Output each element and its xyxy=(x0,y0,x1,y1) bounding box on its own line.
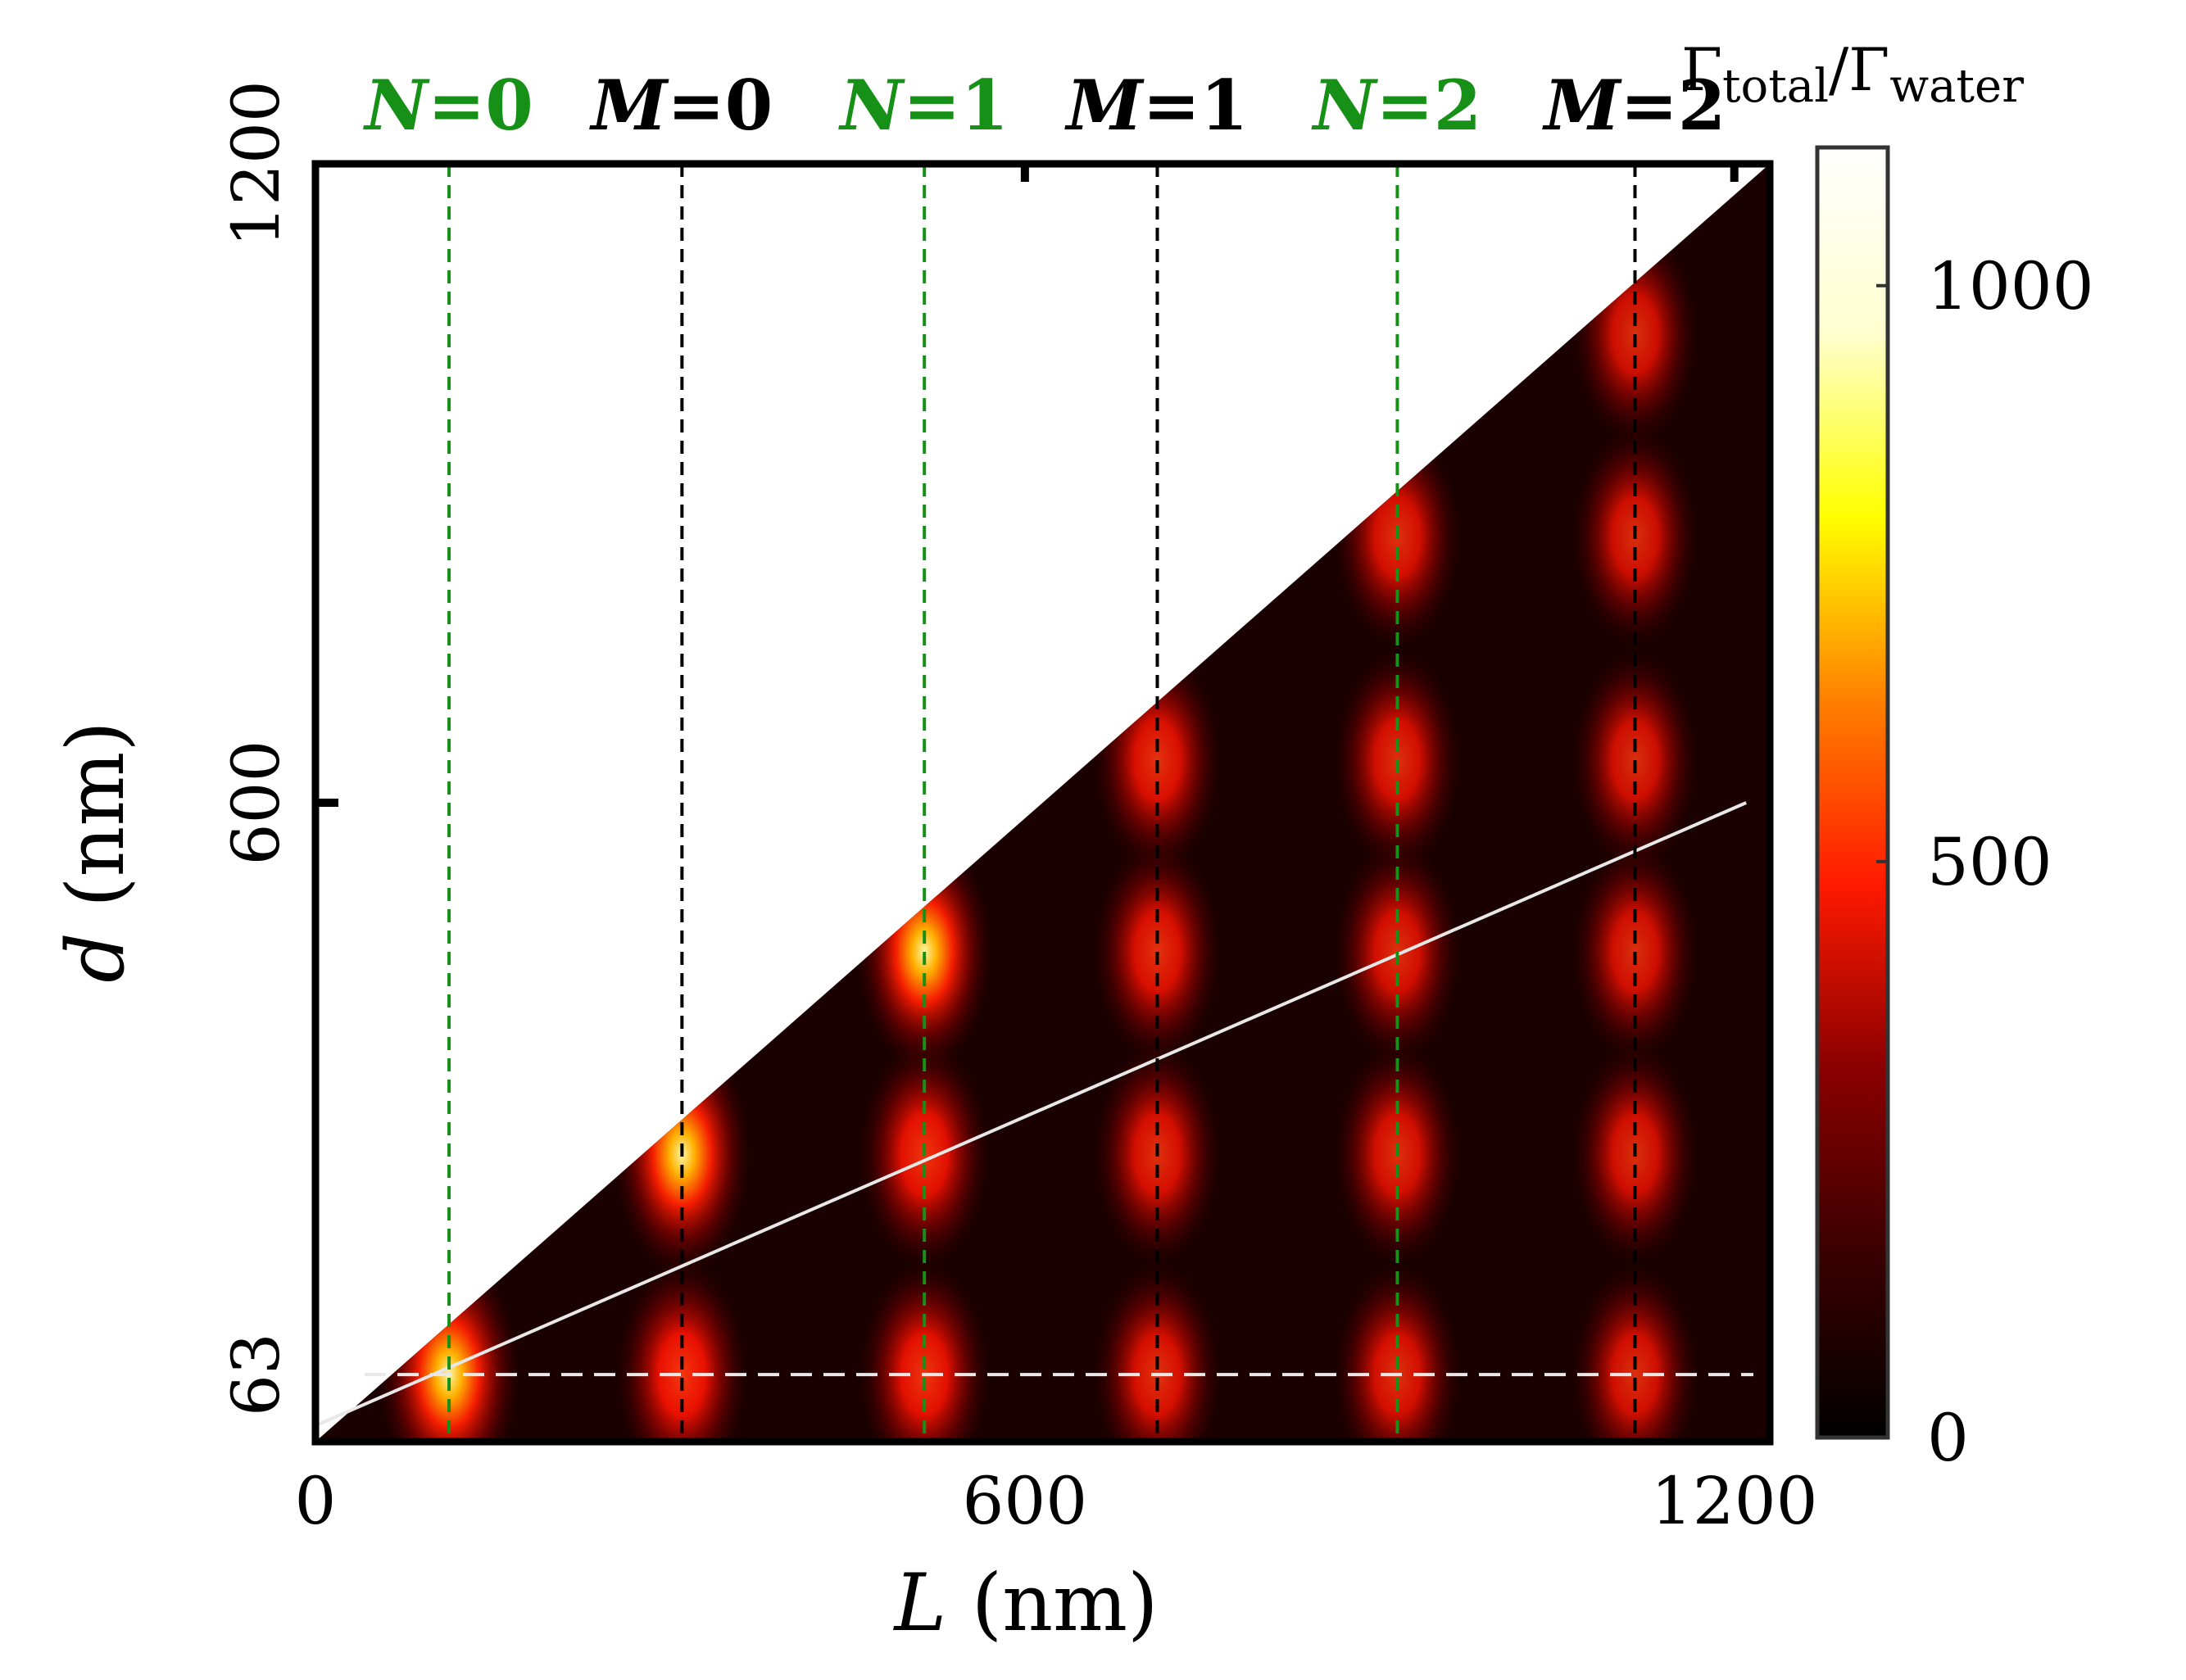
reference-line-diagonal xyxy=(315,801,1747,1428)
mode-lines: N=0 M=0 N=1 M=1 N=2 M=2 xyxy=(362,65,1726,1442)
colorbar: 0 500 1000 Γtotal/Γwater xyxy=(1681,35,2094,1476)
colorbar-title-sub2: water xyxy=(1889,60,2024,113)
colorbar-title: Γtotal/Γwater xyxy=(1681,35,2024,113)
reference-lines xyxy=(315,801,1753,1428)
mode-label: N=2 xyxy=(1311,65,1482,146)
colorbar-title-slash: /Γ xyxy=(1829,35,1889,104)
colorbar-tick-label: 1000 xyxy=(1927,248,2094,324)
x-axis-var: L xyxy=(892,1557,946,1649)
y-tick-label: 63 xyxy=(218,1333,294,1416)
hotspot xyxy=(1571,1263,1699,1442)
hotspot xyxy=(1333,648,1462,872)
colorbar-gradient xyxy=(1815,145,1890,1440)
axes: 0 600 1200 63 600 1200 xyxy=(218,80,1818,1539)
colorbar-tick-label: 500 xyxy=(1927,824,2052,900)
colorbar-title-sub1: total xyxy=(1722,60,1829,113)
x-axis-unit: (nm) xyxy=(946,1557,1158,1649)
colorbar-title-main: Γ xyxy=(1681,35,1722,104)
x-tick-label: 0 xyxy=(295,1463,337,1539)
y-tick-label: 600 xyxy=(218,740,294,866)
y-axis-unit: (nm) xyxy=(50,721,142,932)
mode-label: N=1 xyxy=(837,65,1009,146)
plot-area xyxy=(315,164,1770,1442)
mode-label: M=1 xyxy=(1064,65,1249,146)
x-tick-label: 1200 xyxy=(1651,1463,1818,1539)
x-axis-title: L (nm) xyxy=(892,1557,1158,1649)
hotspot xyxy=(615,1257,749,1442)
colorbar-tick-label: 0 xyxy=(1927,1400,1969,1476)
mode-label: M=0 xyxy=(588,65,773,146)
mode-label: M=2 xyxy=(1542,65,1726,146)
y-tick-label: 1200 xyxy=(218,80,294,247)
y-axis-var: d xyxy=(50,932,142,982)
y-axis-title: d (nm) xyxy=(50,721,142,983)
mode-label: N=0 xyxy=(362,65,533,146)
x-tick-label: 600 xyxy=(963,1463,1088,1539)
